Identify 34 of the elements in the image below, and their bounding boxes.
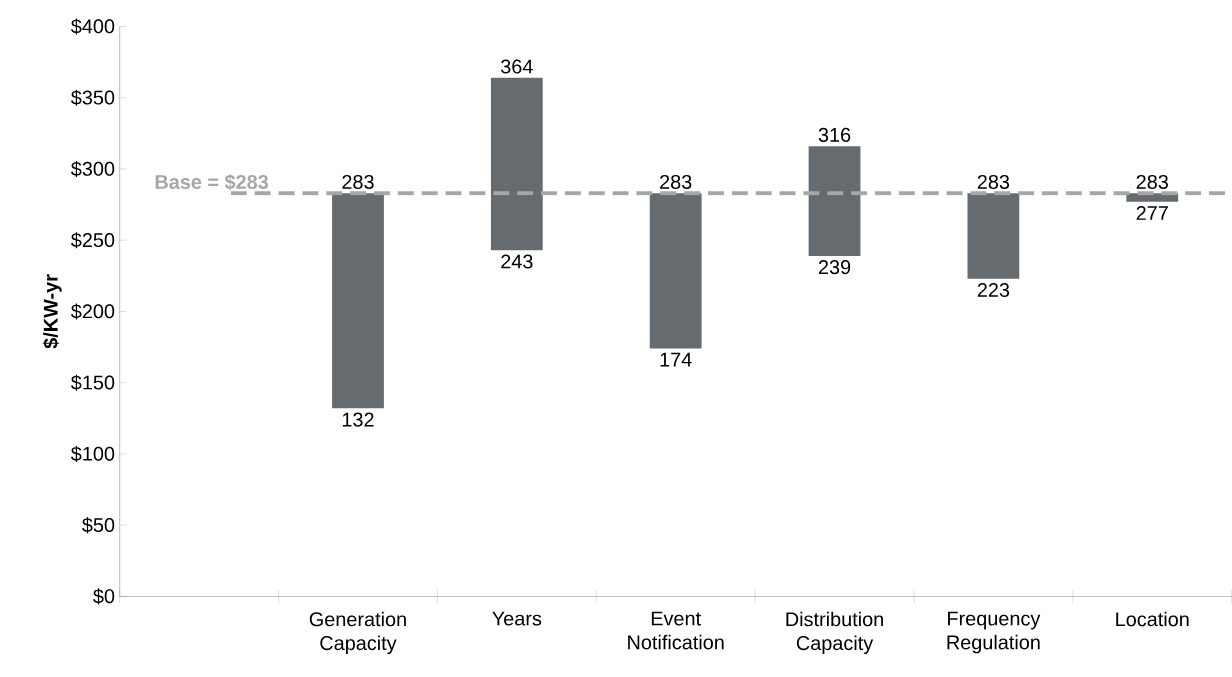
annotation: 277 [1136,206,1168,220]
annotation: 174 [660,352,692,367]
annotation: 243 [501,254,533,269]
y-tick-label: $100 [70,445,115,462]
bar [332,193,384,409]
annotation: 223 [977,282,1010,298]
y-tick-label: $50 [82,517,115,534]
annotation: 283 [342,174,374,189]
x-tick-label: Frequency Regulation [947,611,1041,654]
y-tick-label: $0 [93,588,115,605]
y-tick-label: $150 [70,374,115,391]
annotation: 283 [660,174,692,189]
bar [808,146,861,256]
annotation: 239 [818,260,851,275]
x-tick-label: Years [492,611,542,626]
y-tick-label: $350 [70,89,115,106]
annotation: 283 [977,174,1010,189]
x-tick-label: Distribution Capacity [786,611,883,655]
bar [649,193,702,349]
bar [490,77,543,251]
x-tick-label: Event Notification [628,611,724,650]
ref-line-label: Base = $283 [155,174,269,191]
annotation: 316 [818,127,851,142]
annotation: 132 [342,412,374,427]
x-tick-label: Generation Capacity [309,611,406,655]
annotation: 364 [500,59,533,74]
y-tick-label: $250 [70,232,115,249]
y-tick-label: $400 [70,18,115,35]
annotation: 283 [1136,174,1168,189]
y-axis-title: $/KW-yr [42,274,62,349]
x-tick-label: Location [1116,611,1189,627]
y-tick-label: $200 [70,303,115,320]
y-tick-label: $300 [70,160,115,178]
bar [967,193,1020,279]
